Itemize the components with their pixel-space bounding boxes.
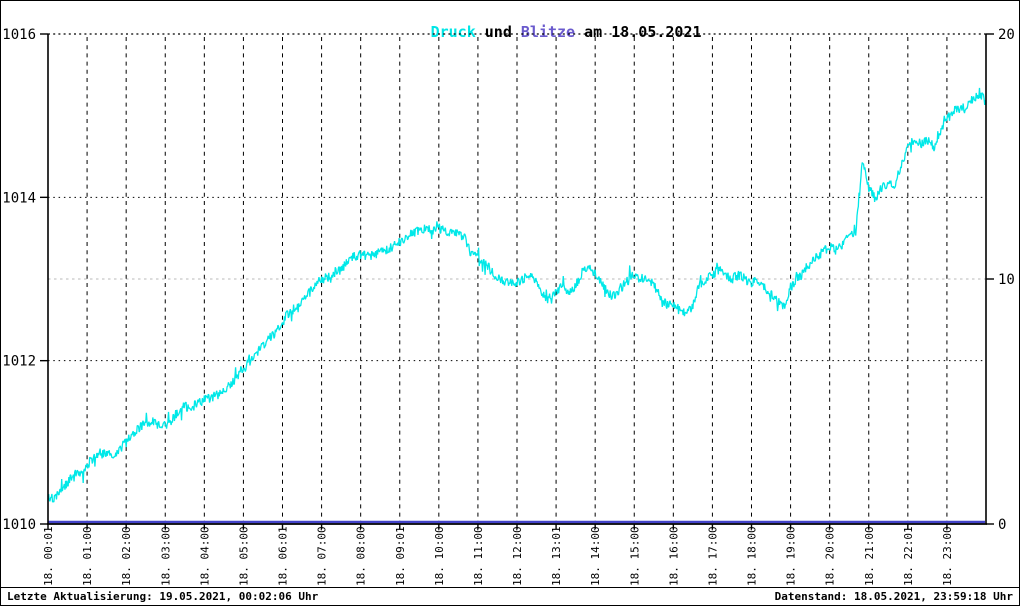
svg-text:1012: 1012 [2,354,36,370]
data-timestamp-text: Datenstand: 18.05.2021, 23:59:18 Uhr [774,590,1013,603]
svg-text:1016: 1016 [2,27,36,43]
svg-text:18. 00:01: 18. 00:01 [42,526,55,586]
svg-text:18. 14:00: 18. 14:00 [589,526,602,586]
svg-text:1014: 1014 [2,190,36,206]
chart-title: Druck und Blitze am 18.05.2021 [1,5,1019,59]
title-part-und: und [475,23,521,41]
svg-text:18. 19:00: 18. 19:00 [785,526,798,586]
svg-text:18. 13:01: 18. 13:01 [550,526,563,586]
svg-text:18. 05:00: 18. 05:00 [237,526,250,586]
svg-text:18. 08:00: 18. 08:00 [355,526,368,586]
svg-text:18. 11:00: 18. 11:00 [472,526,485,586]
svg-text:18. 01:00: 18. 01:00 [81,526,94,586]
title-part-date: am 18.05.2021 [575,23,702,41]
svg-text:18. 16:00: 18. 16:00 [667,526,680,586]
svg-text:10: 10 [998,272,1015,288]
pressure-lightning-chart: 1010 1012 1014 1016 0 10 20 18. 00:01 18. 01:00 1… [2,27,1015,586]
title-part-blitze: Blitze [520,23,576,41]
svg-text:18. 04:00: 18. 04:00 [198,526,211,586]
svg-text:20: 20 [998,27,1015,43]
svg-text:0: 0 [998,517,1006,533]
svg-text:18. 20:00: 18. 20:00 [824,526,837,586]
svg-text:18. 17:00: 18. 17:00 [706,526,719,586]
svg-text:18. 02:00: 18. 02:00 [120,526,133,586]
svg-text:18. 03:00: 18. 03:00 [159,526,172,586]
title-part-druck: Druck [430,23,476,41]
svg-text:18. 12:00: 18. 12:00 [511,526,524,586]
svg-text:18. 21:00: 18. 21:00 [863,526,876,586]
svg-text:18. 18:00: 18. 18:00 [746,526,759,586]
svg-text:18. 10:00: 18. 10:00 [433,526,446,586]
svg-text:18. 06:01: 18. 06:01 [277,526,290,586]
svg-text:18. 23:00: 18. 23:00 [941,526,954,586]
svg-text:18. 15:00: 18. 15:00 [628,526,641,586]
svg-text:18. 22:01: 18. 22:01 [902,526,915,586]
svg-text:18. 07:00: 18. 07:00 [316,526,329,586]
svg-text:18. 09:01: 18. 09:01 [394,526,407,586]
svg-text:1010: 1010 [2,517,36,533]
last-update-text: Letzte Aktualisierung: 19.05.2021, 00:02… [7,590,319,603]
footer-bar: Letzte Aktualisierung: 19.05.2021, 00:02… [1,587,1019,605]
